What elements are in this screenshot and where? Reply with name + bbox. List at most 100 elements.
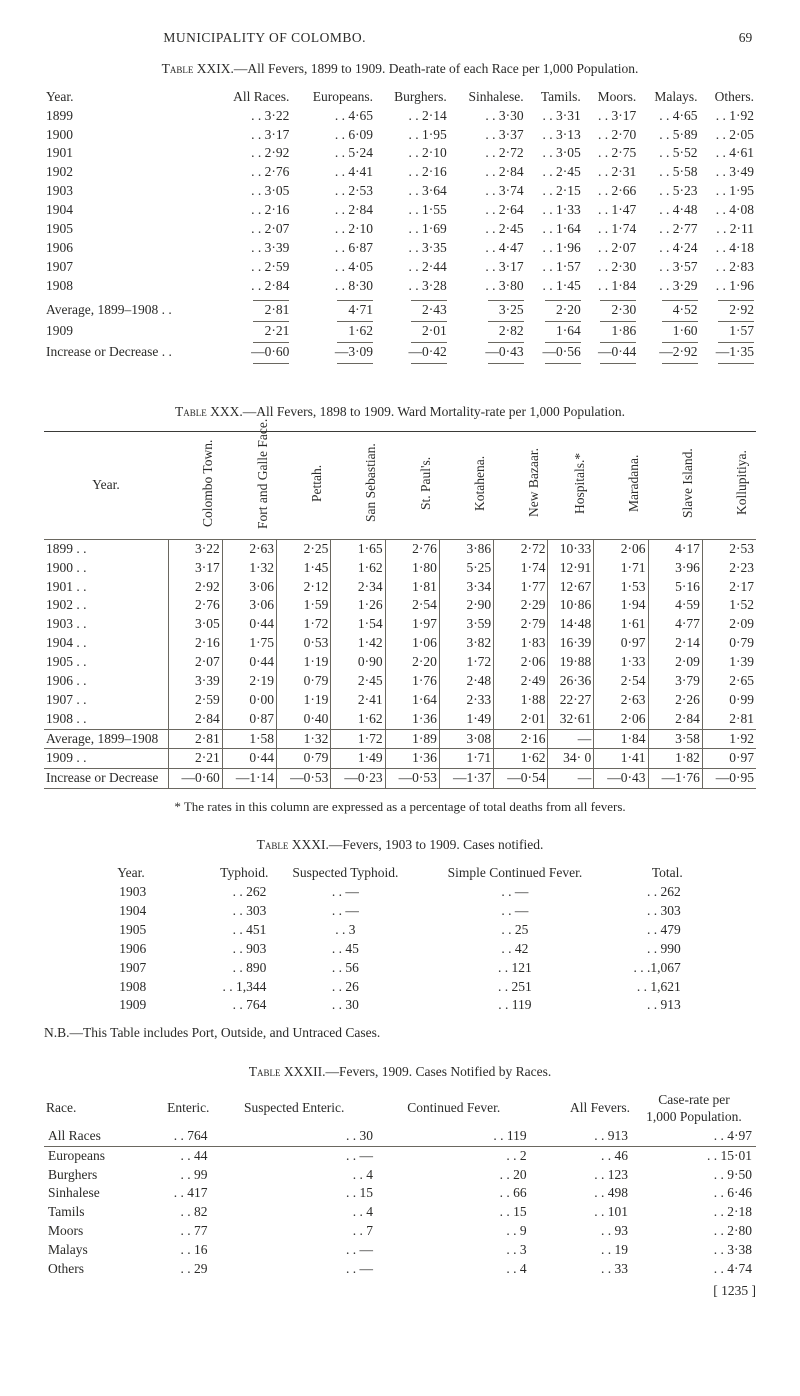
cell: . . 15: [211, 1184, 377, 1203]
cell: —0·43: [449, 343, 526, 362]
table-row: 1904. . 2·16. . 2·84. . 1·55. . 2·64. . …: [44, 201, 756, 220]
table-row: 1903 . .3·050·441·721·541·973·592·7914·4…: [44, 615, 756, 634]
cell: . . 3·35: [375, 239, 449, 258]
table-row: 1908. . 1,344. . 26. . 251. . 1,621: [115, 978, 685, 997]
cell: 2·16: [494, 729, 548, 749]
cell: . . —: [211, 1260, 377, 1279]
cell: . . 2·53: [291, 182, 375, 201]
cell: . . —: [420, 883, 609, 902]
table-row: Moors. . 77. . 7. . 9. . 93. . 2·80: [44, 1222, 756, 1241]
table-xxxi: Year. Typhoid. Suspected Typhoid. Simple…: [115, 864, 685, 1015]
cell: —0·42: [375, 343, 449, 362]
cell: . . 2·77: [638, 220, 699, 239]
table-xxxii: Race. Enteric. Suspected Enteric. Contin…: [44, 1091, 756, 1279]
cell: 1·62: [331, 559, 385, 578]
cell: . . 1·95: [375, 126, 449, 145]
cell: 1902 . .: [44, 596, 168, 615]
cell: 1907 . .: [44, 691, 168, 710]
table-xxxi-nb: N.B.—This Table includes Port, Outside, …: [44, 1025, 756, 1042]
cell: . . 3·38: [632, 1241, 756, 1260]
table-xxxi-caption: Table XXXI.—Fevers, 1903 to 1909. Cases …: [44, 837, 756, 854]
cell: 1899 . .: [44, 539, 168, 558]
cell: . . 2·16: [213, 201, 291, 220]
cell: 16·39: [548, 634, 594, 653]
col-malays: Malays.: [638, 88, 699, 107]
cell: . . 3·30: [449, 107, 526, 126]
caption-text: Table XXXII.: [249, 1064, 326, 1079]
cell: 1903: [44, 182, 213, 201]
cell: —0·60: [168, 769, 222, 789]
cell: 1904: [44, 201, 213, 220]
cell: 2·09: [648, 653, 702, 672]
cell: 2·01: [494, 710, 548, 729]
cell: 1908: [44, 277, 213, 296]
col-moors: Moors.: [583, 88, 638, 107]
cell: . . —: [211, 1241, 377, 1260]
cell: 1·39: [702, 653, 756, 672]
cell: . . 26: [270, 978, 420, 997]
cell: 1903 . .: [44, 615, 168, 634]
cell: 1907: [44, 258, 213, 277]
cell: 1·72: [277, 615, 331, 634]
cell: . . 20: [377, 1166, 531, 1185]
cell: . . 2·83: [700, 258, 756, 277]
cell: 0·99: [702, 691, 756, 710]
table-xxx-footnote: * The rates in this column are expressed…: [44, 799, 756, 815]
cell: 1·82: [648, 749, 702, 769]
cell: . . 417: [138, 1184, 211, 1203]
table-row: 1906 . .3·392·190·792·451·762·482·4926·3…: [44, 672, 756, 691]
cell: . . 5·89: [638, 126, 699, 145]
cell: . . 764: [138, 1127, 211, 1146]
cell: . . 30: [270, 996, 420, 1015]
col-race: Race.: [44, 1091, 138, 1127]
cell: 2·21: [213, 322, 291, 341]
cell: . . 19: [531, 1241, 632, 1260]
col-kotahena: Kotahena.: [439, 431, 493, 539]
cell: 0·44: [222, 615, 276, 634]
cell: . . 3·13: [526, 126, 583, 145]
cell: 22·27: [548, 691, 594, 710]
col-allfevers: All Fevers.: [531, 1091, 632, 1127]
cell: 2·54: [385, 596, 439, 615]
cell: Average, 1899–1908: [44, 729, 168, 749]
cell: 0·79: [277, 749, 331, 769]
cell: . . 99: [138, 1166, 211, 1185]
table-row: Others. . 29. . —. . 4. . 33. . 4·74: [44, 1260, 756, 1279]
cell: . . 2·16: [375, 163, 449, 182]
cell: . . 2·30: [583, 258, 638, 277]
cell: . . 2·76: [213, 163, 291, 182]
cell: . . —: [270, 902, 420, 921]
cell: 0·44: [222, 653, 276, 672]
table-row-1909: 19092·211·622·012·821·641·861·601·57: [44, 322, 756, 341]
cell: 1·65: [331, 539, 385, 558]
col-pettah: Pettah.: [277, 431, 331, 539]
cell: . . 2·59: [213, 258, 291, 277]
cell: Average, 1899–1908 . .: [44, 301, 213, 320]
cell: . . 3·37: [449, 126, 526, 145]
cell: 1900: [44, 126, 213, 145]
cell: 14·48: [548, 615, 594, 634]
cell: 2·16: [168, 634, 222, 653]
cell: . . 4: [211, 1203, 377, 1222]
cell: . . 3·05: [526, 144, 583, 163]
col-enteric: Enteric.: [138, 1091, 211, 1127]
cell: . . 3·17: [449, 258, 526, 277]
table-row-average: Average, 1899–1908 . .2·814·712·433·252·…: [44, 301, 756, 320]
cell: 2·92: [168, 578, 222, 597]
cell: 1905: [115, 921, 199, 940]
cell: 19·88: [548, 653, 594, 672]
cell: 4·71: [291, 301, 375, 320]
cell: . . 1·96: [700, 277, 756, 296]
cell: . . 101: [531, 1203, 632, 1222]
cell: 2·72: [494, 539, 548, 558]
cell: 32·61: [548, 710, 594, 729]
cell: 0·79: [702, 634, 756, 653]
cell: 2·20: [526, 301, 583, 320]
cell: . . 25: [420, 921, 609, 940]
cell: Malays: [44, 1241, 138, 1260]
cell: . . 1·55: [375, 201, 449, 220]
cell: 1·19: [277, 691, 331, 710]
cell: . . 6·87: [291, 239, 375, 258]
cell: 5·16: [648, 578, 702, 597]
cell: . . 3·31: [526, 107, 583, 126]
